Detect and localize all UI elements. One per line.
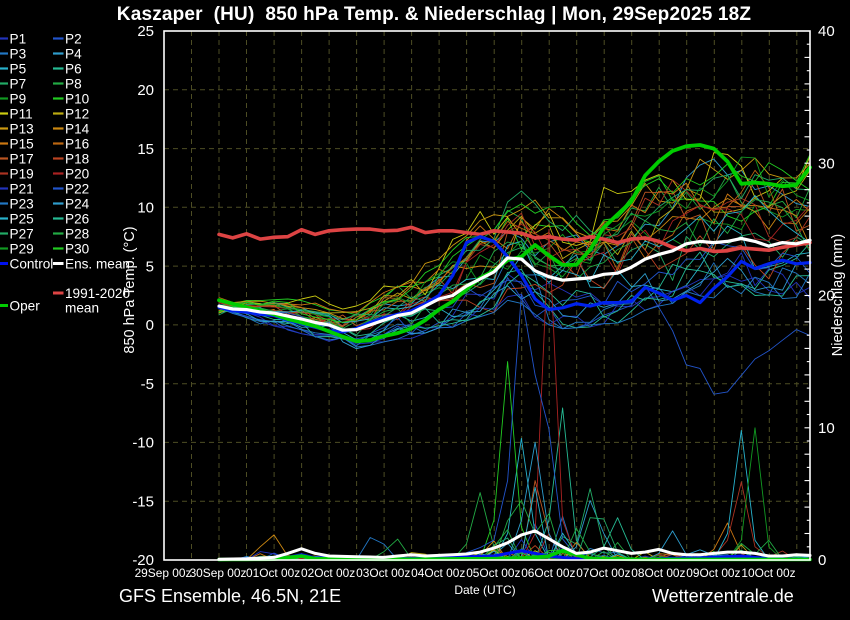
svg-text:05Oct 00z: 05Oct 00z — [466, 566, 520, 580]
svg-text:30Sep 00z: 30Sep 00z — [190, 566, 247, 580]
svg-text:10Oct 00z: 10Oct 00z — [741, 566, 795, 580]
svg-text:P14: P14 — [65, 122, 90, 137]
svg-text:-20: -20 — [132, 552, 154, 569]
svg-text:04Oct 00z: 04Oct 00z — [411, 566, 465, 580]
svg-text:09Oct 00z: 09Oct 00z — [686, 566, 740, 580]
svg-text:0: 0 — [818, 552, 826, 569]
svg-text:1991-2020: 1991-2020 — [65, 286, 130, 301]
svg-text:15: 15 — [137, 141, 154, 158]
svg-text:Control: Control — [10, 257, 54, 272]
svg-text:P4: P4 — [65, 47, 82, 62]
svg-text:P22: P22 — [65, 182, 89, 197]
svg-text:P6: P6 — [65, 62, 82, 77]
svg-text:P26: P26 — [65, 212, 89, 227]
svg-text:P19: P19 — [10, 167, 34, 182]
svg-text:07Oct 00z: 07Oct 00z — [576, 566, 630, 580]
svg-text:P24: P24 — [65, 197, 90, 212]
svg-text:-10: -10 — [132, 435, 154, 452]
svg-text:Kaszaper (HU) 850 hPa Temp.: Kaszaper (HU) 850 hPa Temp. & Niederschl… — [117, 4, 752, 25]
svg-text:Date (UTC): Date (UTC) — [454, 583, 515, 597]
svg-text:0: 0 — [146, 317, 154, 334]
svg-text:Ens. mean: Ens. mean — [65, 257, 130, 272]
svg-text:P15: P15 — [10, 137, 34, 152]
svg-text:29Sep 00z: 29Sep 00z — [135, 566, 192, 580]
svg-text:P8: P8 — [65, 77, 82, 92]
svg-text:P10: P10 — [65, 92, 90, 107]
svg-text:P30: P30 — [65, 242, 90, 257]
svg-text:08Oct 00z: 08Oct 00z — [631, 566, 685, 580]
svg-text:P12: P12 — [65, 107, 89, 122]
svg-text:P7: P7 — [10, 77, 27, 92]
svg-text:P13: P13 — [10, 122, 34, 137]
svg-text:P21: P21 — [10, 182, 34, 197]
svg-text:P27: P27 — [10, 227, 34, 242]
svg-text:Niederschlag (mm): Niederschlag (mm) — [830, 234, 846, 356]
svg-text:P17: P17 — [10, 152, 34, 167]
svg-text:Wetterzentrale.de: Wetterzentrale.de — [652, 586, 794, 606]
svg-text:5: 5 — [146, 258, 154, 275]
svg-text:P16: P16 — [65, 137, 89, 152]
svg-text:mean: mean — [65, 301, 99, 316]
svg-text:P25: P25 — [10, 212, 34, 227]
svg-text:-5: -5 — [141, 376, 154, 393]
svg-text:GFS Ensemble, 46.5N, 21E: GFS Ensemble, 46.5N, 21E — [119, 586, 341, 606]
svg-text:P20: P20 — [65, 167, 90, 182]
svg-text:P9: P9 — [10, 92, 27, 107]
svg-text:P29: P29 — [10, 242, 34, 257]
svg-text:850 hPa Temp. (°C): 850 hPa Temp. (°C) — [122, 226, 138, 353]
svg-text:30: 30 — [818, 155, 835, 172]
svg-text:10: 10 — [137, 200, 154, 217]
svg-text:P3: P3 — [10, 47, 27, 62]
svg-text:06Oct 00z: 06Oct 00z — [521, 566, 575, 580]
svg-text:P23: P23 — [10, 197, 34, 212]
svg-text:10: 10 — [818, 420, 835, 437]
svg-text:P1: P1 — [10, 32, 27, 47]
svg-text:25: 25 — [137, 23, 154, 40]
svg-text:P5: P5 — [10, 62, 27, 77]
svg-text:03Oct 00z: 03Oct 00z — [356, 566, 410, 580]
svg-text:Oper: Oper — [10, 299, 41, 314]
svg-text:P11: P11 — [10, 107, 33, 122]
svg-text:-15: -15 — [132, 493, 154, 510]
svg-text:P28: P28 — [65, 227, 89, 242]
svg-text:02Oct 00z: 02Oct 00z — [301, 566, 355, 580]
svg-text:20: 20 — [818, 288, 835, 305]
svg-text:40: 40 — [818, 23, 835, 40]
svg-text:20: 20 — [137, 82, 154, 99]
svg-text:P2: P2 — [65, 32, 82, 47]
svg-text:01Oct 00z: 01Oct 00z — [246, 566, 300, 580]
svg-text:P18: P18 — [65, 152, 89, 167]
